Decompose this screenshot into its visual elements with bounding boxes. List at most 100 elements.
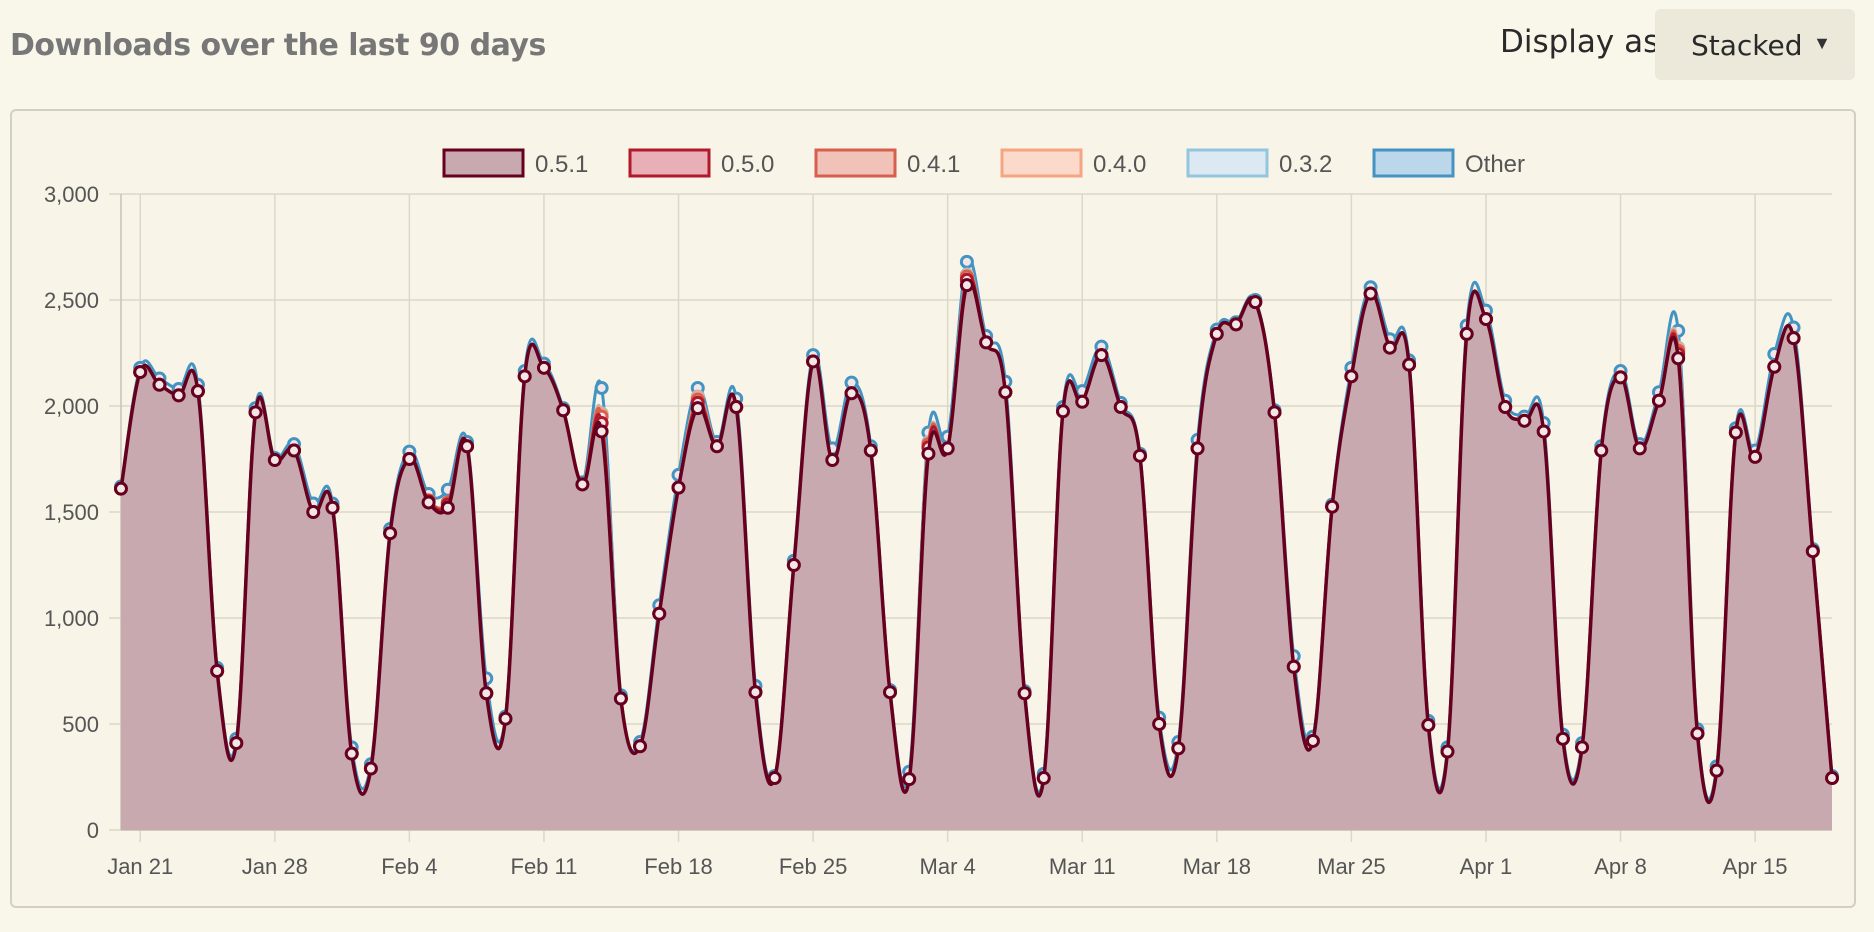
data-point [1190,441,1205,456]
data-point [1594,443,1609,458]
data-point [1613,370,1628,385]
data-point [383,526,398,541]
data-point [1113,400,1128,415]
x-tick-label: Jan 28 [242,854,308,879]
data-point [1459,326,1474,341]
legend-item: 0.5.0 [628,148,774,178]
data-point [652,606,667,621]
legend-label: 0.5.1 [535,151,588,178]
data-point [498,711,513,726]
y-tick-label: 2,000 [44,394,99,419]
x-tick-label: Mar 4 [920,854,976,879]
data-point [1209,326,1224,341]
display-mode-value: Stacked [1691,29,1803,62]
series-area-0-5-1 [121,281,1832,830]
data-point [594,424,609,439]
data-point [1382,340,1397,355]
data-point [1632,441,1647,456]
data-point [1152,717,1167,731]
data-point [1536,424,1551,439]
data-point [767,771,782,786]
data-point [1305,733,1320,748]
data-point [690,401,705,416]
data-point [1786,331,1801,346]
data-point [229,736,244,751]
data-point [1651,393,1666,408]
data-point [1575,740,1590,755]
x-tick-label: Mar 18 [1183,854,1251,879]
y-tick-label: 500 [62,712,99,737]
legend-swatch [814,148,897,178]
data-point [1478,312,1493,327]
data-point [998,385,1013,400]
data-point [1690,726,1705,741]
data-point [152,377,167,392]
data-point [190,384,205,399]
data-point [1171,741,1186,756]
legend-item: 0.4.1 [814,148,960,178]
data-point [421,495,436,510]
data-point [1017,686,1032,701]
legend-swatch [628,148,711,178]
y-tick-label: 2,500 [44,288,99,313]
data-point [1498,400,1513,415]
data-point [1709,763,1724,778]
data-point [921,446,936,461]
display-as-label: Display as [1500,24,1660,60]
data-point [1036,771,1051,786]
data-point [902,772,917,787]
data-point [979,335,994,350]
x-tick-label: Jan 21 [107,854,173,879]
data-point [863,443,878,458]
legend-item: Other [1372,148,1525,178]
legend-swatch [442,148,525,178]
data-point [1825,771,1839,786]
data-point [1421,718,1436,733]
data-point [594,380,609,395]
legend-label: 0.5.0 [721,151,774,178]
legend-swatch [1372,148,1455,178]
data-point [882,685,897,700]
legend-label: Other [1465,151,1525,178]
data-point [1229,317,1244,332]
data-point [1728,425,1743,440]
data-point [1325,499,1340,514]
data-point [1767,359,1782,374]
data-point [786,558,801,572]
data-point [440,500,455,515]
x-tick-label: Apr 8 [1594,854,1647,879]
data-point [671,480,686,495]
legend-item: 0.5.1 [442,148,588,178]
data-point [1363,286,1378,301]
data-point [1248,295,1263,310]
data-point [613,691,628,706]
x-tick-label: Mar 25 [1317,854,1385,879]
data-point [1748,449,1763,464]
chart-title: Downloads over the last 90 days [10,28,546,63]
data-point [844,386,859,401]
x-tick-label: Feb 4 [381,854,437,879]
data-point [306,505,321,519]
data-point [575,477,590,492]
data-point [940,441,955,456]
data-point [556,403,571,418]
display-mode-select[interactable]: Stacked ▼ [1655,9,1855,80]
y-tick-label: 1,000 [44,606,99,631]
data-point [1440,744,1455,759]
x-tick-label: Feb 11 [511,854,578,879]
data-point [825,453,840,468]
data-point [633,739,648,754]
legend-item: 0.4.0 [1000,148,1146,178]
y-tick-label: 3,000 [44,182,99,207]
legend-label: 0.4.0 [1093,151,1146,178]
data-point [210,664,225,678]
y-tick-label: 0 [87,818,99,843]
data-point [536,360,551,375]
data-point [479,686,494,701]
legend-swatch [1000,148,1083,178]
data-point [248,405,263,420]
x-tick-label: Feb 18 [644,854,713,879]
data-point [402,452,417,466]
x-tick-label: Apr 1 [1460,854,1513,879]
data-point [729,400,744,415]
